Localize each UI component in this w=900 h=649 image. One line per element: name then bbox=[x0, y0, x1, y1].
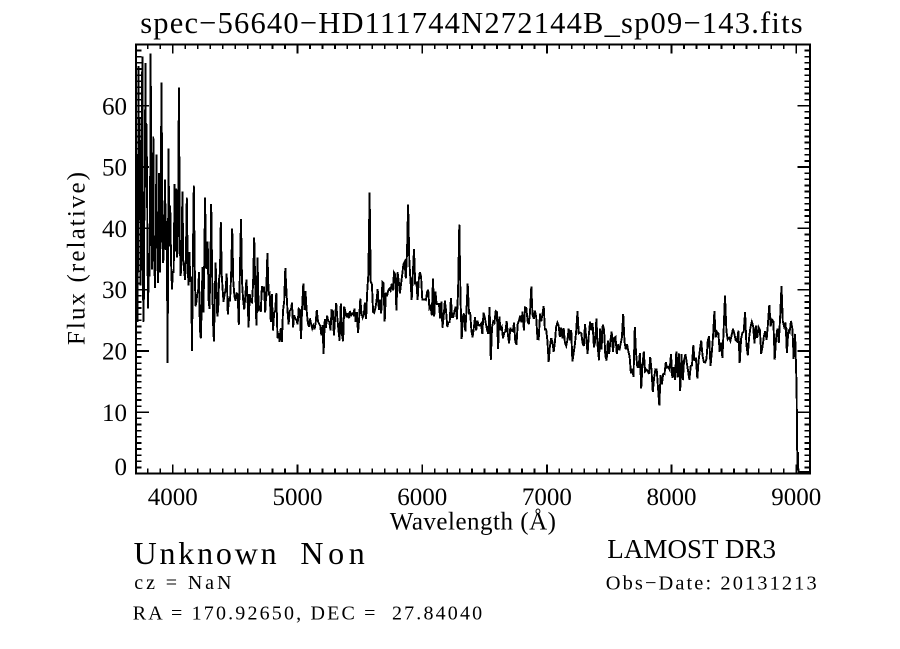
svg-text:30: 30 bbox=[102, 277, 127, 304]
svg-text:9000: 9000 bbox=[771, 484, 821, 511]
svg-text:Obs−Date: 20131213: Obs−Date: 20131213 bbox=[606, 573, 819, 595]
svg-text:7000: 7000 bbox=[522, 484, 572, 511]
svg-text:5000: 5000 bbox=[273, 484, 323, 511]
svg-text:RA = 170.92650, DEC = 27.8404: RA = 170.92650, DEC = 27.84040 bbox=[133, 603, 485, 625]
svg-text:Wavelength (Å): Wavelength (Å) bbox=[390, 509, 557, 536]
svg-text:0: 0 bbox=[115, 454, 128, 481]
svg-text:Non: Non bbox=[300, 535, 369, 571]
svg-text:60: 60 bbox=[102, 93, 127, 120]
svg-text:8000: 8000 bbox=[647, 484, 697, 511]
svg-text:20: 20 bbox=[102, 339, 127, 366]
svg-text:cz = NaN: cz = NaN bbox=[134, 572, 234, 594]
svg-text:LAMOST DR3: LAMOST DR3 bbox=[607, 534, 776, 564]
svg-text:4000: 4000 bbox=[148, 484, 198, 511]
svg-text:Flux (relative): Flux (relative) bbox=[64, 170, 91, 345]
svg-text:40: 40 bbox=[102, 216, 127, 243]
svg-text:6000: 6000 bbox=[397, 484, 447, 511]
svg-text:Unknown: Unknown bbox=[134, 535, 280, 571]
svg-text:50: 50 bbox=[102, 155, 127, 182]
svg-text:10: 10 bbox=[102, 400, 127, 427]
svg-text:spec−56640−HD111744N272144B_sp: spec−56640−HD111744N272144B_sp09−143.fit… bbox=[140, 6, 804, 40]
